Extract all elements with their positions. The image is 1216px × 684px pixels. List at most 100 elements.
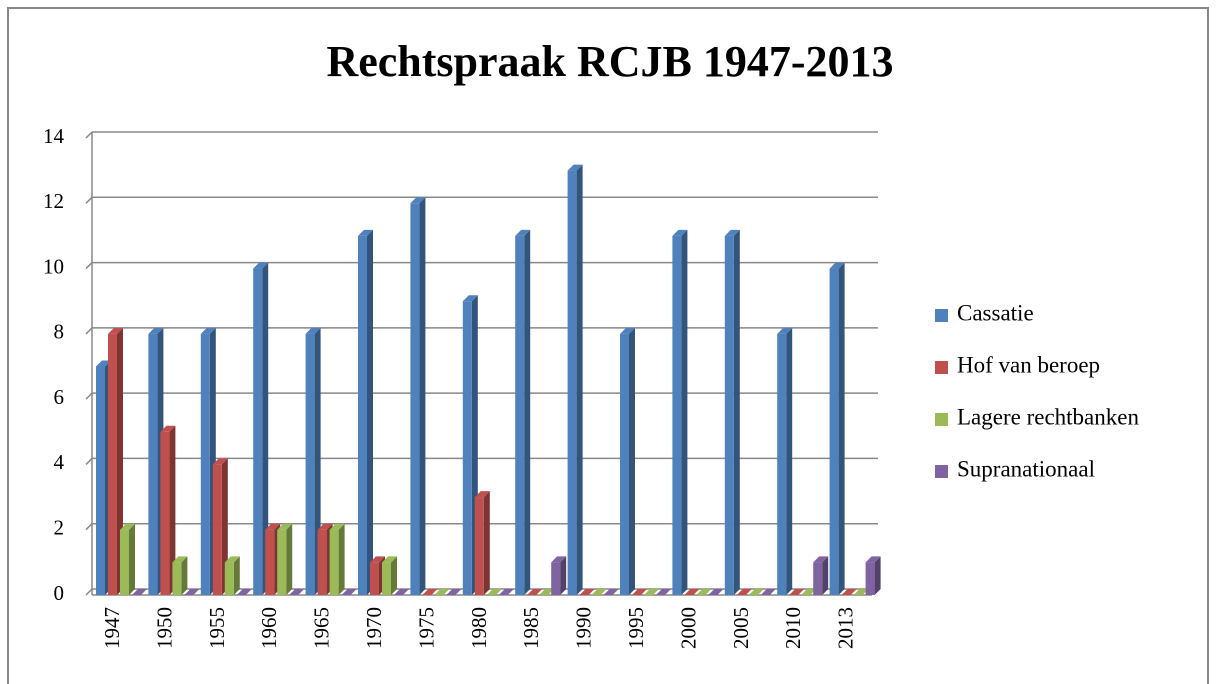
x-tick-label: 2000: [676, 607, 700, 649]
bar-top: [341, 589, 357, 595]
bar: [410, 203, 420, 596]
y-tick-label: 0: [54, 581, 65, 605]
bar-top: [813, 556, 829, 563]
bar: [829, 268, 839, 595]
bar: [265, 529, 275, 595]
bar: [148, 333, 158, 595]
bar-side: [262, 262, 269, 595]
bar-top: [358, 229, 373, 236]
bar-top: [603, 589, 619, 595]
bar-top: [370, 556, 385, 563]
bar-top: [486, 589, 502, 595]
bar-top: [253, 262, 269, 269]
bar-top: [120, 523, 135, 530]
x-tick-label: 2010: [781, 607, 805, 649]
bar: [515, 235, 525, 595]
bar: [277, 529, 287, 595]
legend-swatch: [935, 361, 948, 374]
bar-side: [786, 327, 793, 595]
x-tick-label: 1955: [205, 607, 229, 649]
bar: [108, 333, 117, 595]
bar-top: [865, 556, 881, 563]
x-tick-label: 1950: [152, 607, 176, 649]
bar-top: [236, 589, 252, 595]
bar-top: [591, 589, 607, 595]
bar-top: [656, 589, 671, 595]
bar-top: [801, 589, 817, 595]
bar-top: [539, 589, 555, 595]
x-tick-label: 2005: [729, 607, 753, 649]
bar: [551, 562, 561, 595]
tick-mark: [85, 523, 93, 531]
legend-swatch: [935, 309, 948, 322]
bar-top: [474, 491, 490, 498]
bar-side: [483, 491, 490, 595]
y-tick-label: 12: [43, 189, 64, 213]
bar: [329, 529, 339, 595]
chart-title: Rechtspraak RCJB 1947-2013: [326, 37, 893, 86]
bar-top: [789, 589, 805, 595]
bar-side: [419, 197, 426, 596]
bar-top: [96, 360, 111, 367]
bar-side: [367, 229, 373, 595]
legend-label: Lagere rechtbanken: [957, 404, 1139, 429]
bar-side: [391, 556, 397, 595]
bar-top: [172, 556, 188, 563]
bar-side: [560, 556, 567, 595]
bar-top: [277, 523, 293, 530]
y-tick-label: 8: [54, 320, 65, 344]
bar-top: [579, 589, 595, 595]
bar-top: [305, 327, 321, 334]
bar-top: [200, 327, 216, 334]
bar-side: [169, 425, 176, 595]
y-tick-label: 6: [54, 385, 65, 409]
bar: [172, 562, 182, 595]
chart-frame: [7, 7, 1209, 684]
bar-top: [132, 589, 147, 595]
bar-top: [382, 556, 397, 563]
bar-side: [681, 229, 688, 595]
bar-top: [160, 425, 176, 432]
bar-top: [632, 589, 647, 595]
bar-side: [838, 262, 845, 595]
bar-top: [684, 589, 700, 595]
bar: [777, 333, 787, 595]
tick-mark: [85, 392, 93, 400]
x-tick-label: 1995: [624, 607, 648, 649]
bar-top: [410, 197, 426, 204]
bar-top: [422, 589, 438, 595]
tick-mark: [85, 131, 93, 139]
x-tick-label: 1960: [257, 607, 281, 649]
y-tick-label: 10: [43, 254, 64, 278]
bar: [865, 562, 875, 595]
bar-top: [184, 589, 200, 595]
bar-top: [224, 556, 240, 563]
bar-top: [644, 589, 659, 595]
tick-mark: [85, 588, 93, 596]
bar-top: [108, 327, 123, 334]
legend-label: Hof van beroep: [957, 352, 1100, 377]
bar: [224, 562, 234, 595]
bar-side: [338, 523, 345, 595]
x-tick-label: 1975: [414, 607, 438, 649]
bar-top: [394, 589, 409, 595]
bar-top: [672, 229, 688, 236]
bar: [474, 497, 484, 595]
bar-top: [567, 164, 583, 171]
bar: [567, 170, 577, 595]
x-tick-label: 1980: [467, 607, 491, 649]
bar-side: [129, 523, 135, 595]
bar: [672, 235, 682, 595]
bar-top: [708, 589, 724, 595]
y-tick-label: 14: [43, 124, 65, 148]
bar-top: [696, 589, 712, 595]
legend-swatch: [935, 413, 948, 426]
bar-top: [462, 295, 478, 302]
tick-mark: [85, 327, 93, 335]
bar: [317, 529, 327, 595]
bar-top: [446, 589, 462, 595]
tick-mark: [85, 457, 93, 465]
bar-top: [853, 589, 869, 595]
bar-top: [289, 589, 305, 595]
bar-top: [620, 327, 635, 334]
